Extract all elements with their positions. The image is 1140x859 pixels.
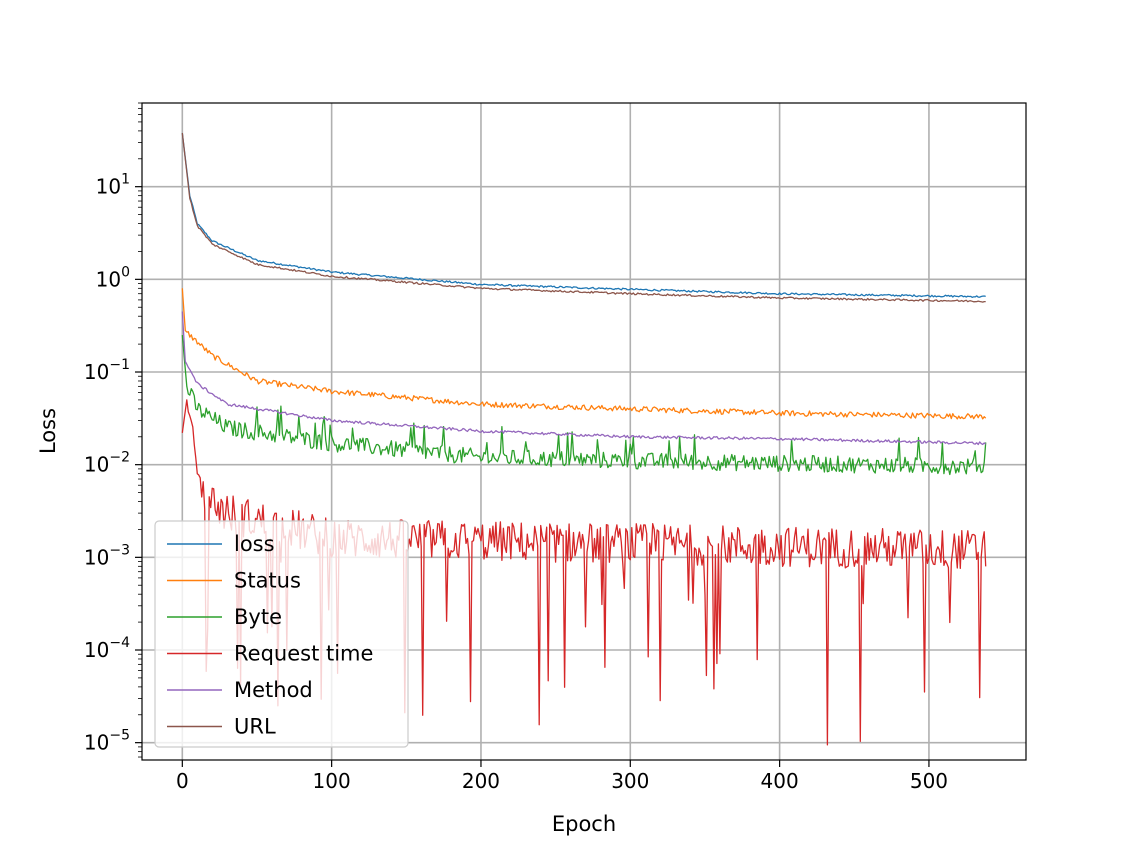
legend-label: Method — [234, 678, 313, 702]
series-line-status — [181, 288, 987, 420]
legend-label: Byte — [234, 605, 282, 629]
legend-label: Request time — [234, 642, 373, 666]
x-tick-label: 0 — [176, 769, 189, 793]
series-line-byte — [181, 335, 987, 476]
y-axis-ticks: 101 100 10−1 10−2 10−3 10−4 10−5 — [84, 102, 142, 758]
x-axis-ticks: 0 100 200 300 400 500 — [176, 760, 948, 793]
legend-label: URL — [234, 715, 276, 739]
x-tick-label: 300 — [611, 769, 649, 793]
series-line-url — [181, 132, 986, 303]
legend: loss Status Byte Request time Method URL — [154, 520, 409, 748]
legend-label: loss — [234, 532, 275, 556]
x-tick-label: 400 — [761, 769, 799, 793]
y-tick-label: 10−1 — [84, 357, 130, 384]
series-line-loss — [181, 132, 986, 299]
y-tick-label: 100 — [96, 264, 130, 291]
series-line-method — [181, 311, 987, 446]
plot-frame — [141, 102, 1027, 761]
y-tick-label: 10−5 — [84, 728, 130, 755]
y-tick-label: 10−2 — [84, 450, 130, 477]
y-axis-label: Loss — [36, 408, 60, 454]
legend-box — [154, 520, 409, 748]
y-tick-label: 10−3 — [84, 542, 130, 569]
x-tick-label: 500 — [910, 769, 948, 793]
legend-label: Status — [234, 569, 301, 593]
y-tick-label: 10−4 — [84, 635, 130, 662]
y-tick-label: 101 — [96, 172, 130, 199]
x-tick-label: 200 — [462, 769, 500, 793]
x-axis-label: Epoch — [552, 812, 616, 836]
x-tick-label: 100 — [313, 769, 351, 793]
